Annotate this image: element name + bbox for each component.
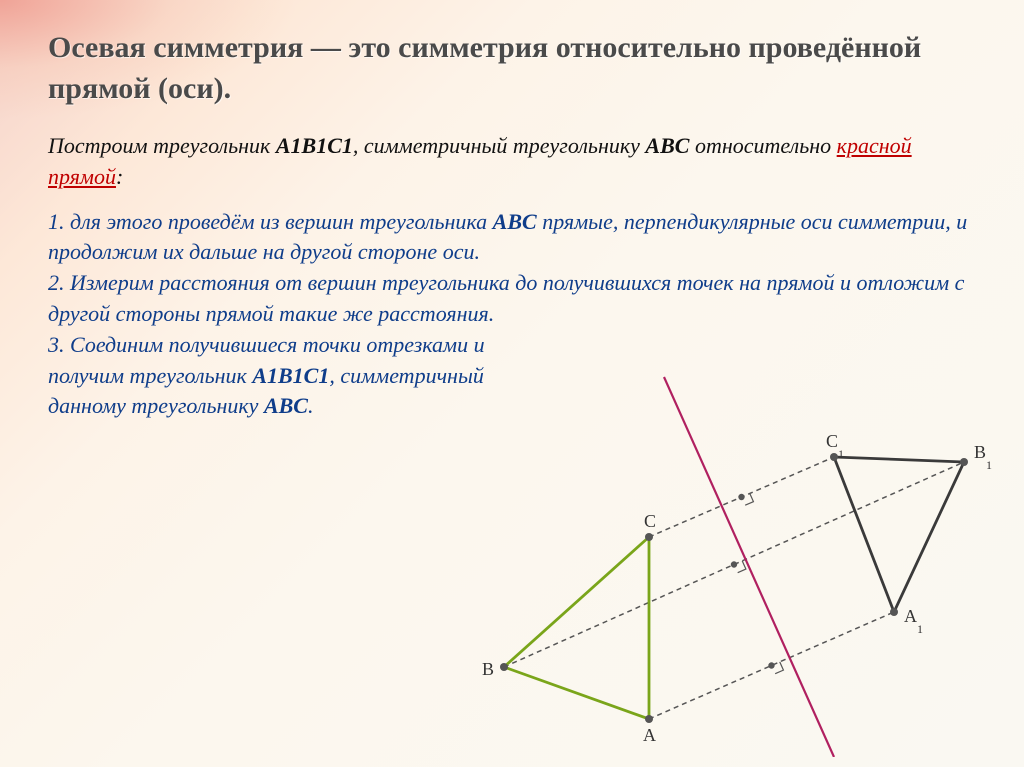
page-title: Осевая симметрия — это симметрия относит… [48,28,984,109]
text: : [116,164,123,189]
triangle-a1b1c1: A1B1C1 [276,133,353,158]
svg-text:A1: A1 [904,606,923,636]
triangle-abc: ABC [493,209,537,234]
text: относительно [689,133,836,158]
text: Построим треугольник [48,133,276,158]
text: , симметричный треугольнику [353,133,646,158]
geometry-diagram: ABCA1B1C1 [434,357,994,757]
svg-text:B1: B1 [974,442,992,472]
svg-text:C: C [644,511,656,531]
svg-text:A: A [643,725,656,745]
triangle-abc: ABC [264,393,308,418]
text: . [308,393,314,418]
triangle-abc: ABC [645,133,689,158]
svg-text:B: B [482,659,494,679]
triangle-a1b1c1: A1B1C1 [252,363,329,388]
text: 1. для этого проведём из вершин треуголь… [48,209,493,234]
step-2: 2. Измерим расстояния от вершин треуголь… [48,268,984,330]
construction-intro: Построим треугольник A1B1C1, симметричны… [48,131,984,193]
step-1: 1. для этого проведём из вершин треуголь… [48,207,984,269]
